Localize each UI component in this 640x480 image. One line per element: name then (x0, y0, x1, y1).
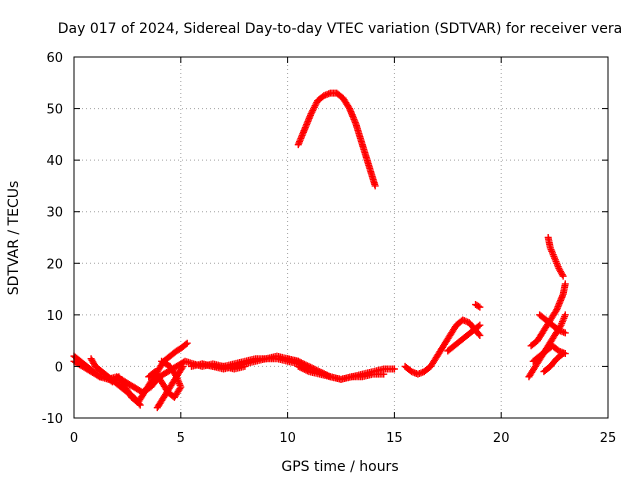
data-point-fill (306, 363, 314, 371)
series-track-e (153, 362, 187, 412)
data-point-fill (317, 368, 325, 376)
data-point-fill (308, 364, 316, 372)
data-point (371, 182, 379, 190)
data-point (316, 368, 324, 376)
y-tick-label: 20 (46, 257, 63, 272)
data-point-fill (475, 330, 483, 338)
data-point (476, 321, 484, 329)
y-tick-label: -10 (42, 412, 63, 427)
data-point-fill (325, 372, 333, 380)
data-point-fill (302, 361, 310, 369)
x-tick-label: 10 (279, 431, 296, 446)
data-point (307, 110, 315, 118)
data-point-fill (312, 100, 320, 108)
data-point (476, 303, 484, 311)
data-point-fill (296, 358, 304, 366)
data-point-fill (313, 366, 321, 374)
data-point-fill (300, 360, 308, 368)
data-point (561, 329, 569, 337)
data-point (559, 272, 567, 280)
series-track-c (87, 355, 144, 409)
series-track-p (544, 234, 567, 280)
data-point-fill (558, 351, 566, 359)
y-tick-label: 30 (46, 206, 63, 221)
data-point (380, 370, 388, 378)
data-point-fill (310, 365, 318, 373)
data-point-fill (474, 302, 482, 310)
chart-title: Day 017 of 2024, Sidereal Day-to-day VTE… (58, 21, 622, 37)
data-point-fill (558, 271, 566, 279)
data-point-fill (159, 358, 167, 366)
y-tick-label: 60 (46, 51, 63, 66)
series-track-l (444, 321, 484, 355)
grid (74, 57, 608, 418)
x-tick-label: 15 (386, 431, 403, 446)
data-point-fill (320, 370, 328, 378)
data-point-fill (135, 400, 143, 408)
data-point-fill (178, 364, 186, 372)
y-tick-label: 10 (46, 309, 63, 324)
series-track-j (294, 89, 379, 190)
data-point-fill (309, 105, 317, 113)
x-tick-labels: 0 5 10 15 20 25 (70, 431, 616, 446)
data-point-fill (314, 367, 322, 375)
x-tick-label: 0 (70, 431, 78, 446)
data-point (476, 331, 484, 339)
data-point-fill (311, 365, 319, 373)
data-point-fill (311, 102, 319, 110)
y-tick-label: 40 (46, 154, 63, 169)
data-point-fill (319, 369, 327, 377)
data-point-fill (322, 371, 330, 379)
series-track-i (284, 355, 388, 383)
data-point-fill (475, 322, 483, 330)
y-tick-labels: -10 0 10 20 30 40 50 60 (42, 51, 63, 427)
data-point (294, 357, 302, 365)
series-track-m (472, 301, 484, 311)
y-axis-label: SDTVAR / TECUs (6, 181, 22, 296)
data-point-fill (297, 359, 305, 367)
data-point (179, 362, 187, 370)
data-point-fill (299, 359, 307, 367)
x-tick-label: 5 (177, 431, 185, 446)
y-tick-label: 50 (46, 103, 63, 118)
data-point-fill (310, 103, 318, 111)
data-point (390, 365, 398, 373)
ticks (73, 56, 609, 419)
data-point (305, 362, 313, 370)
series-track-k (401, 316, 484, 378)
data-point-fill (309, 107, 317, 115)
data-point (158, 357, 166, 365)
data-point (559, 350, 567, 358)
plot-frame (73, 56, 609, 419)
data-point-fill (182, 340, 190, 348)
data-point (561, 311, 569, 319)
data-point (136, 401, 144, 409)
series-track-r (536, 311, 569, 337)
data-point-fill (308, 108, 316, 116)
x-tick-label: 25 (600, 431, 617, 446)
data-point-fill (303, 362, 311, 370)
x-tick-label: 20 (493, 431, 510, 446)
data-point (183, 339, 191, 347)
data-point-fill (323, 371, 331, 379)
data-point-fill (94, 372, 102, 380)
y-tick-label: 0 (55, 360, 63, 375)
data-point (561, 280, 569, 288)
series-track-s (540, 350, 567, 376)
data-layer (70, 89, 569, 412)
x-axis-label: GPS time / hours (281, 459, 398, 475)
